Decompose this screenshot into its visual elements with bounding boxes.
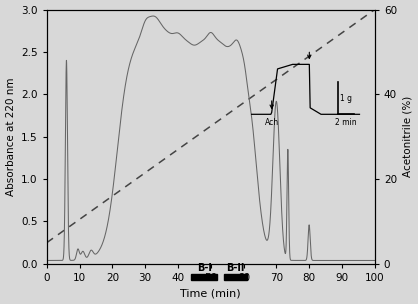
Bar <box>224 275 247 280</box>
Text: Ach: Ach <box>265 118 279 127</box>
Text: 2 min: 2 min <box>335 118 357 127</box>
X-axis label: Time (min): Time (min) <box>181 288 241 299</box>
Text: B-I: B-I <box>197 263 212 273</box>
Bar <box>191 275 217 280</box>
Y-axis label: Absorbance at 220 nm: Absorbance at 220 nm <box>5 78 15 196</box>
Text: 1 g: 1 g <box>340 94 352 102</box>
Text: B-II: B-II <box>226 263 245 273</box>
Y-axis label: Acetonitrile (%): Acetonitrile (%) <box>403 96 413 177</box>
